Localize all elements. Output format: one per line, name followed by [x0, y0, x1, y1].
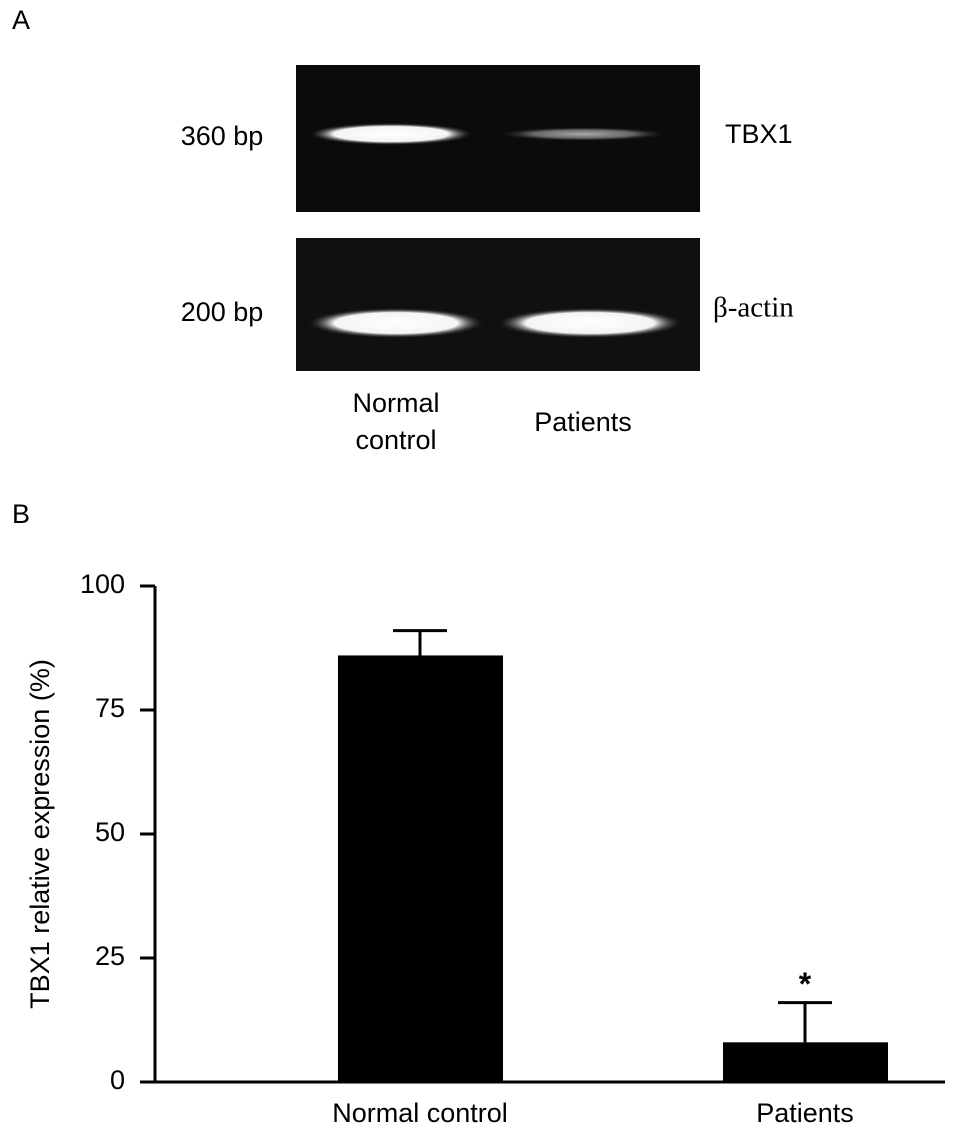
y-tick-label: 25: [95, 941, 125, 971]
y-tick-label: 75: [95, 693, 125, 723]
gene-label: TBX1: [725, 119, 793, 149]
bar: [338, 655, 503, 1082]
y-tick-label: 50: [95, 817, 125, 847]
y-tick-label: 0: [110, 1065, 125, 1095]
x-tick-label: Normal control: [332, 1098, 508, 1128]
plot: 0 25 50 75 100 Normal control Patients *: [80, 569, 945, 1128]
error-bar: [778, 1001, 832, 1043]
panel-label: A: [12, 5, 30, 35]
lane-label: control: [355, 425, 436, 455]
gel-image: [296, 238, 700, 371]
lane-label: Normal: [352, 388, 439, 418]
y-tick-label: 100: [80, 569, 125, 599]
lane-label: Patients: [534, 407, 632, 437]
gel-band: [498, 308, 682, 338]
panel-label: B: [12, 499, 30, 529]
significance-marker: *: [799, 966, 812, 1002]
y-axis-label: TBX1 relative expression (%): [25, 659, 55, 1009]
bar: [723, 1042, 888, 1082]
band-size: 360 bp: [181, 121, 264, 151]
gene-label: β-actin: [713, 292, 794, 324]
error-bar: [393, 629, 447, 656]
gel-band: [308, 308, 484, 338]
x-tick-label: Patients: [756, 1098, 854, 1128]
gel-band: [498, 127, 668, 141]
band-size: 200 bp: [181, 297, 264, 327]
gel-band: [309, 123, 473, 145]
